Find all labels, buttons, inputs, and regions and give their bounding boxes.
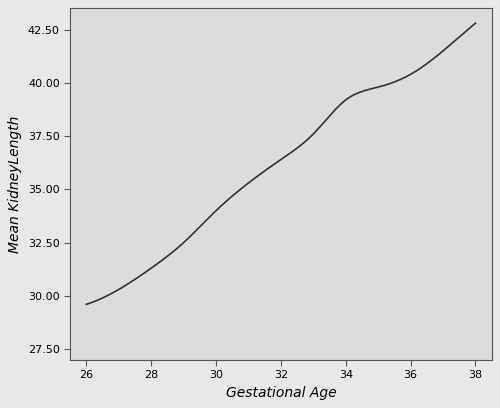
Y-axis label: Mean KidneyLength: Mean KidneyLength [8,115,22,253]
X-axis label: Gestational Age: Gestational Age [226,386,336,400]
